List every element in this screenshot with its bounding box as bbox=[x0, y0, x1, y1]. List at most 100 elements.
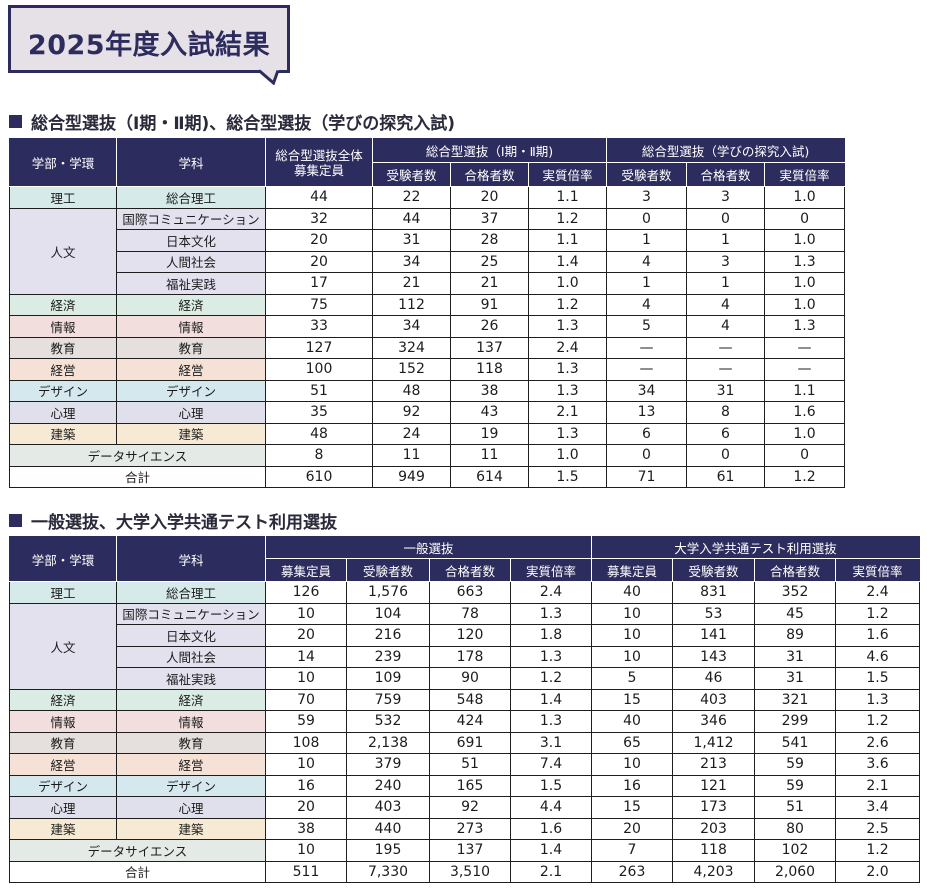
value-cell: 5 bbox=[606, 315, 688, 338]
value-cell: 15 bbox=[591, 688, 674, 711]
header-ratio: 実質倍率 bbox=[835, 558, 921, 582]
faculty-cell: 建築 bbox=[9, 422, 117, 445]
subject-cell: 人間社会 bbox=[116, 645, 266, 668]
value-cell: 31 bbox=[754, 667, 837, 690]
title-badge: 2025年度入試結果 bbox=[8, 5, 296, 85]
value-cell: 89 bbox=[754, 624, 837, 647]
value-cell: 33 bbox=[265, 315, 373, 338]
value-cell: 1.3 bbox=[835, 688, 921, 711]
subject-cell: 情報 bbox=[116, 710, 266, 733]
value-cell: 216 bbox=[346, 624, 430, 647]
value-cell: 1.2 bbox=[527, 207, 608, 230]
value-cell: 34 bbox=[606, 379, 688, 402]
page-title: 2025年度入試結果 bbox=[27, 30, 271, 61]
value-cell: 13 bbox=[606, 401, 688, 424]
value-cell: 5 bbox=[591, 667, 674, 690]
value-cell: 1.6 bbox=[835, 624, 921, 647]
value-cell: 691 bbox=[429, 731, 511, 754]
value-cell: 1,412 bbox=[672, 731, 756, 754]
value-cell: 34 bbox=[372, 315, 451, 338]
table-row: 教育 教育 108 2,138 691 3.1 65 1,412 541 2.6 bbox=[9, 731, 921, 754]
value-cell: 17 bbox=[265, 272, 373, 295]
value-cell: 143 bbox=[672, 645, 756, 668]
value-cell: 37 bbox=[450, 207, 529, 230]
value-cell: 92 bbox=[372, 401, 451, 424]
value-cell: 346 bbox=[672, 710, 756, 733]
value-cell: 0 bbox=[686, 444, 766, 467]
value-cell: 548 bbox=[429, 688, 511, 711]
header-ratio: 実質倍率 bbox=[509, 558, 593, 582]
value-cell: 403 bbox=[346, 796, 430, 819]
subject-cell: 心理 bbox=[116, 401, 266, 424]
table-row: 理工 総合理工 126 1,576 663 2.4 40 831 352 2.4 bbox=[9, 581, 921, 604]
value-cell: 663 bbox=[429, 581, 511, 604]
value-cell: 120 bbox=[429, 624, 511, 647]
table-row: 情報 情報 59 532 424 1.3 40 346 299 1.2 bbox=[9, 710, 921, 733]
value-cell: 10 bbox=[265, 667, 347, 690]
value-cell: 104 bbox=[346, 602, 430, 625]
value-cell: 352 bbox=[754, 581, 837, 604]
table-row: 経営 経営 10 379 51 7.4 10 213 59 3.6 bbox=[9, 753, 921, 776]
value-cell: 1.2 bbox=[835, 602, 921, 625]
header-applicants: 受験者数 bbox=[672, 558, 756, 582]
value-cell: 1.5 bbox=[835, 667, 921, 690]
header-capacity: 募集定員 bbox=[265, 558, 347, 582]
value-cell: 532 bbox=[346, 710, 430, 733]
results-table-general: 学部・学環 学科 一般選抜 大学入学共通テスト利用選抜 募集定員 受験者数 合格… bbox=[9, 536, 921, 883]
table-row: 合計 511 7,330 3,510 2.1 263 4,203 2,060 2.0 bbox=[9, 860, 921, 883]
value-cell: 91 bbox=[450, 293, 529, 316]
value-cell: 0 bbox=[764, 444, 846, 467]
value-cell: 195 bbox=[346, 839, 430, 862]
header-faculty: 学部・学環 bbox=[9, 138, 117, 187]
value-cell: 2.1 bbox=[835, 774, 921, 797]
subject-cell-data-science: データサイエンス bbox=[9, 444, 266, 467]
header-subject: 学科 bbox=[116, 536, 266, 582]
faculty-cell: 経営 bbox=[9, 753, 117, 776]
subject-cell: 経済 bbox=[116, 293, 266, 316]
table-row: データサイエンス 10 195 137 1.4 7 118 102 1.2 bbox=[9, 839, 921, 862]
value-cell: 3.4 bbox=[835, 796, 921, 819]
value-cell: 7.4 bbox=[509, 753, 593, 776]
value-cell: 90 bbox=[429, 667, 511, 690]
value-cell: 10 bbox=[591, 645, 674, 668]
value-cell: 4 bbox=[686, 315, 766, 338]
subject-cell: 建築 bbox=[116, 422, 266, 445]
value-cell: 16 bbox=[591, 774, 674, 797]
value-cell: 4 bbox=[606, 250, 688, 273]
table-row: 日本文化 20 216 120 1.8 10 141 89 1.6 bbox=[10, 624, 921, 647]
value-cell: 46 bbox=[672, 667, 756, 690]
header-group-a: 一般選抜 bbox=[264, 536, 593, 559]
value-cell: 53 bbox=[672, 602, 756, 625]
value-cell: 1.0 bbox=[527, 272, 608, 295]
value-cell: 4 bbox=[606, 293, 688, 316]
value-cell: 112 bbox=[372, 293, 451, 316]
value-cell: 20 bbox=[265, 624, 347, 647]
table-row: 福祉実践 17 21 21 1.0 1 1 1.0 bbox=[10, 272, 846, 295]
value-cell: 1.1 bbox=[527, 229, 608, 252]
value-cell: 31 bbox=[686, 379, 766, 402]
value-cell: 1.2 bbox=[764, 465, 846, 488]
value-cell: 6 bbox=[686, 422, 766, 445]
subject-cell: 国際コミュニケーション bbox=[116, 207, 266, 230]
value-cell: 3 bbox=[686, 186, 766, 209]
subject-cell: 経営 bbox=[116, 358, 266, 381]
results-table-comprehensive: 学部・学環 学科 総合型選抜全体募集定員 総合型選抜（Ⅰ期・Ⅱ期) 総合型選抜（… bbox=[9, 138, 846, 488]
value-cell: 0 bbox=[606, 444, 688, 467]
header-ratio: 実質倍率 bbox=[764, 162, 846, 187]
value-cell: 65 bbox=[591, 731, 674, 754]
faculty-cell: 経営 bbox=[9, 358, 117, 381]
faculty-cell: 教育 bbox=[9, 336, 117, 359]
value-cell: 137 bbox=[450, 336, 529, 359]
faculty-cell: 建築 bbox=[9, 817, 117, 840]
table-row: 教育 教育 127 324 137 2.4— — — bbox=[9, 336, 846, 359]
value-cell: 1 bbox=[686, 272, 766, 295]
table-row: 合計 610 949 614 1.5 71 61 1.2 bbox=[9, 465, 846, 488]
value-cell: 127 bbox=[265, 336, 373, 359]
header-ratio: 実質倍率 bbox=[527, 162, 608, 187]
value-cell: 109 bbox=[346, 667, 430, 690]
value-cell: 1.0 bbox=[764, 272, 846, 295]
value-cell: 118 bbox=[450, 358, 529, 381]
value-cell: 1.3 bbox=[527, 422, 608, 445]
header-group-b: 総合型選抜（学びの探究入試) bbox=[606, 138, 846, 163]
table-row: 経済 経済 70 759 548 1.4 15 403 321 1.3 bbox=[9, 688, 921, 711]
